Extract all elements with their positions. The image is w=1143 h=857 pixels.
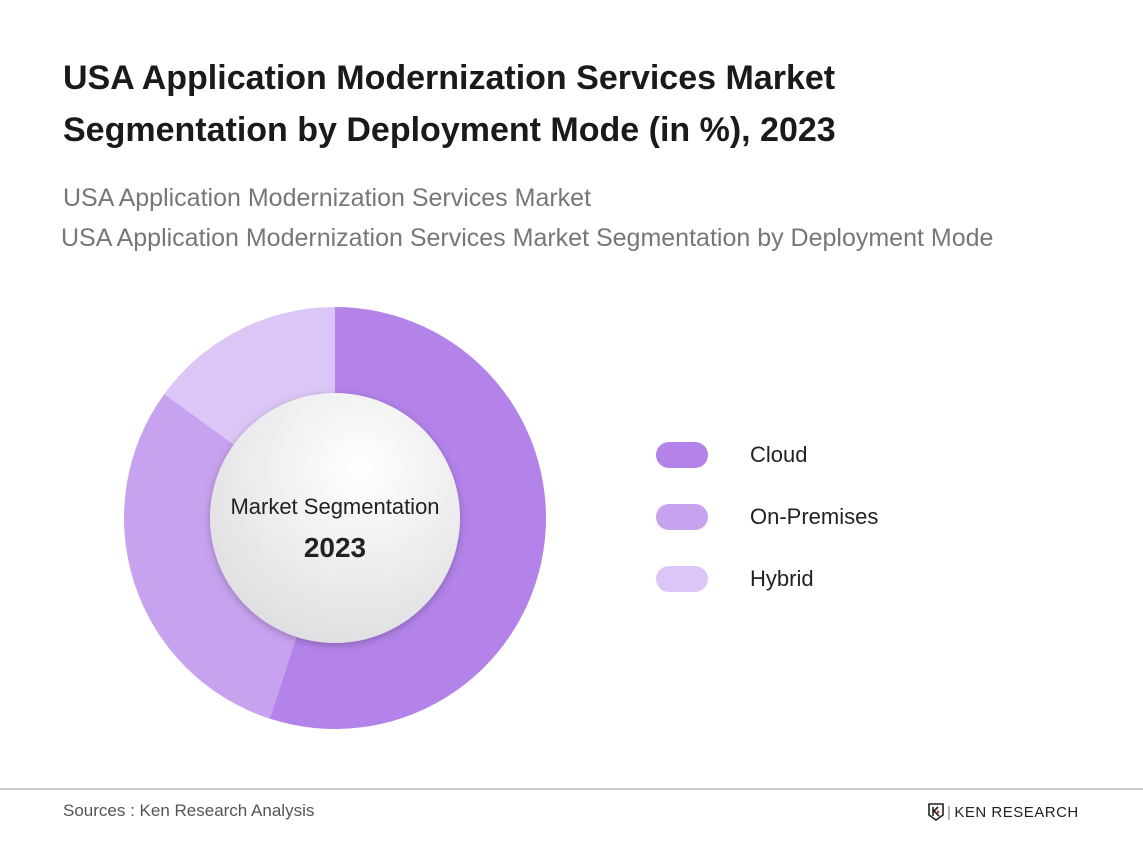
logo-text: KEN RESEARCH xyxy=(954,803,1079,821)
center-label: Market Segmentation xyxy=(230,494,439,519)
legend-swatch-cloud xyxy=(656,442,708,468)
slice-cloud xyxy=(269,307,547,729)
legend-label-on-premises: On-Premises xyxy=(750,504,879,529)
legend: Cloud On-Premises Hybrid xyxy=(656,424,878,610)
source-note: Sources : Ken Research Analysis xyxy=(63,801,315,820)
chart-subtitle-2: USA Application Modernization Services M… xyxy=(61,224,994,252)
ken-research-logo-icon xyxy=(928,803,944,821)
slice-hybrid xyxy=(164,307,335,448)
ken-research-logo: | KEN RESEARCH xyxy=(928,803,1079,821)
donut-center xyxy=(210,393,460,643)
footer-divider xyxy=(0,788,1143,790)
chart-subtitle-1: USA Application Modernization Services M… xyxy=(63,184,592,212)
legend-swatch-on-premises xyxy=(656,504,708,530)
legend-item-on-premises: On-Premises xyxy=(656,486,878,548)
slice-on-premises xyxy=(123,393,298,719)
chart-title: USA Application Modernization Services M… xyxy=(63,59,836,149)
legend-item-cloud: Cloud xyxy=(656,424,878,486)
legend-label-cloud: Cloud xyxy=(750,442,808,467)
legend-label-hybrid: Hybrid xyxy=(750,566,814,591)
legend-item-hybrid: Hybrid xyxy=(656,548,878,610)
center-year: 2023 xyxy=(304,532,366,563)
legend-swatch-hybrid xyxy=(656,566,708,592)
